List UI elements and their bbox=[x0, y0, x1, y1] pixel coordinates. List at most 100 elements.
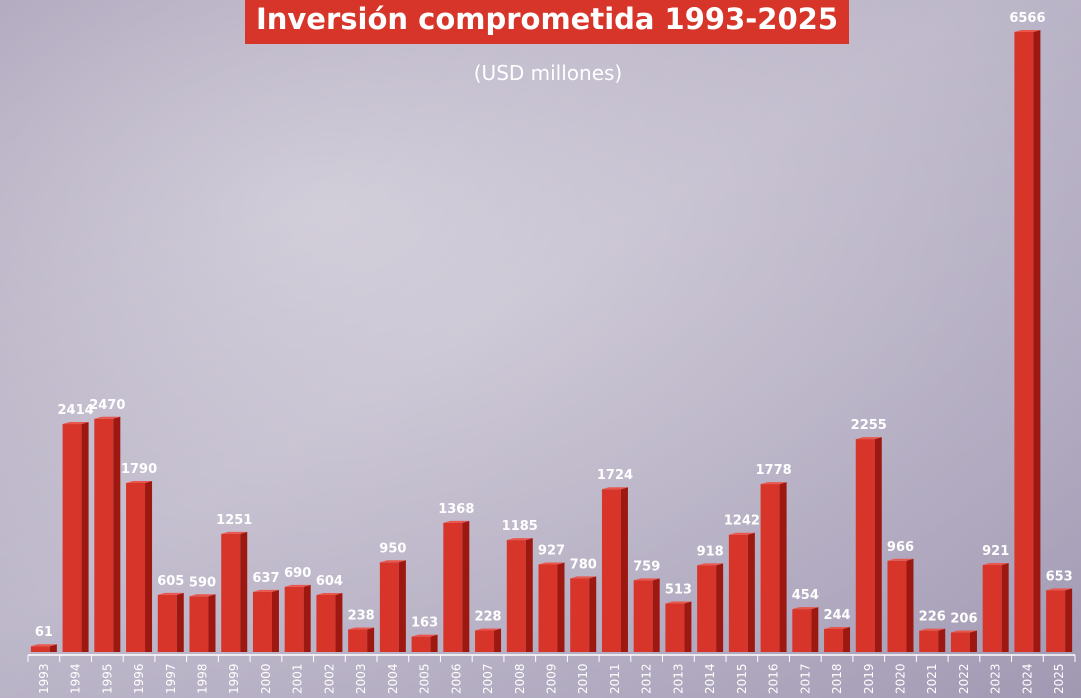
x-tick-label: 2022 bbox=[957, 663, 971, 694]
bar-front bbox=[379, 562, 399, 652]
value-label: 1251 bbox=[216, 513, 252, 528]
x-tick-label: 2016 bbox=[767, 663, 781, 694]
bar-side bbox=[620, 487, 628, 652]
bar-front bbox=[30, 646, 50, 652]
x-tick-label: 2011 bbox=[608, 663, 622, 694]
bar-side bbox=[684, 601, 692, 652]
bar-front bbox=[633, 580, 653, 652]
value-label: 690 bbox=[284, 566, 311, 581]
x-tick-label: 2025 bbox=[1052, 663, 1066, 694]
value-label: 1724 bbox=[597, 468, 633, 483]
value-label: 1368 bbox=[438, 502, 474, 517]
bar-side bbox=[969, 630, 977, 652]
value-label: 1185 bbox=[502, 519, 538, 534]
bar-front bbox=[697, 565, 717, 652]
x-tick-label: 2002 bbox=[322, 663, 336, 694]
bar-side bbox=[145, 480, 153, 652]
bar-side bbox=[398, 560, 406, 652]
bar-top bbox=[475, 628, 502, 631]
bar-front bbox=[665, 603, 685, 652]
bar-front bbox=[348, 629, 368, 652]
bar-side bbox=[176, 592, 184, 652]
bar-top bbox=[189, 594, 216, 597]
x-tick-label: 2013 bbox=[671, 663, 685, 694]
bar-side bbox=[1033, 30, 1041, 652]
bar-side bbox=[81, 422, 89, 652]
value-label: 2470 bbox=[89, 398, 125, 413]
bar-front bbox=[824, 628, 844, 652]
value-label: 605 bbox=[157, 574, 184, 589]
bar-top bbox=[316, 592, 343, 595]
bar-top bbox=[443, 520, 470, 523]
bar-front bbox=[411, 636, 431, 652]
bar-top bbox=[411, 634, 438, 637]
bar bbox=[379, 560, 406, 652]
bar bbox=[760, 482, 787, 652]
x-tick-label: 2003 bbox=[354, 663, 368, 694]
bar-top bbox=[284, 584, 311, 587]
bar bbox=[824, 626, 851, 652]
x-tick-label: 2004 bbox=[386, 663, 400, 694]
value-label: 226 bbox=[919, 610, 946, 625]
bar-front bbox=[792, 609, 812, 652]
bar-top bbox=[570, 576, 597, 579]
bar bbox=[189, 594, 216, 652]
bar-top bbox=[697, 563, 724, 566]
bar bbox=[94, 416, 121, 652]
bar-top bbox=[633, 578, 660, 581]
bar-front bbox=[62, 424, 82, 652]
bar-side bbox=[49, 644, 57, 652]
x-tick-label: 2017 bbox=[798, 663, 812, 694]
x-tick-label: 2000 bbox=[259, 663, 273, 694]
x-tick-label: 2001 bbox=[291, 663, 305, 694]
bar-top bbox=[887, 558, 914, 561]
bar-side bbox=[716, 563, 724, 652]
bar-front bbox=[887, 560, 907, 652]
bar-top bbox=[824, 626, 851, 629]
bar-front bbox=[94, 418, 114, 652]
value-label: 927 bbox=[538, 543, 565, 558]
bar bbox=[570, 576, 597, 652]
value-label: 604 bbox=[316, 574, 343, 589]
bar-front bbox=[919, 630, 939, 652]
x-tick-label: 2007 bbox=[481, 663, 495, 694]
bar-side bbox=[208, 594, 216, 652]
bar-side bbox=[811, 607, 819, 652]
bar-side bbox=[779, 482, 787, 652]
title-box bbox=[245, 0, 849, 44]
x-tick-label: 2005 bbox=[418, 663, 432, 694]
bar-front bbox=[284, 586, 304, 652]
bar-front bbox=[189, 596, 209, 652]
value-label: 6566 bbox=[1009, 11, 1045, 26]
x-tick-label: 2014 bbox=[703, 663, 717, 694]
bar-side bbox=[1001, 563, 1009, 652]
x-tick-label: 2023 bbox=[989, 663, 1003, 694]
bar-top bbox=[1046, 588, 1073, 591]
bar-front bbox=[475, 630, 495, 652]
bar-top bbox=[62, 422, 89, 425]
chart-subtitle: (USD millones) bbox=[474, 61, 623, 85]
bar-side bbox=[652, 578, 660, 652]
bar-top bbox=[982, 563, 1009, 566]
value-label: 637 bbox=[252, 571, 279, 586]
bar-front bbox=[221, 533, 241, 652]
chart-title: Inversión comprometida 1993-2025 bbox=[256, 2, 838, 36]
value-label: 590 bbox=[189, 575, 216, 590]
bar bbox=[252, 589, 279, 652]
x-tick-label: 2021 bbox=[925, 663, 939, 694]
bar-top bbox=[157, 592, 184, 595]
value-label: 918 bbox=[697, 544, 724, 559]
value-label: 780 bbox=[570, 557, 597, 572]
value-label: 61 bbox=[35, 625, 53, 640]
bar bbox=[982, 563, 1009, 652]
value-label: 653 bbox=[1046, 569, 1073, 584]
x-tick-label: 1994 bbox=[69, 663, 83, 694]
x-tick-label: 2019 bbox=[862, 663, 876, 694]
bar-front bbox=[950, 632, 970, 652]
value-label: 759 bbox=[633, 559, 660, 574]
bar-side bbox=[843, 626, 851, 652]
bar bbox=[792, 607, 819, 652]
x-tick-label: 1998 bbox=[196, 663, 210, 694]
bar bbox=[443, 520, 470, 652]
